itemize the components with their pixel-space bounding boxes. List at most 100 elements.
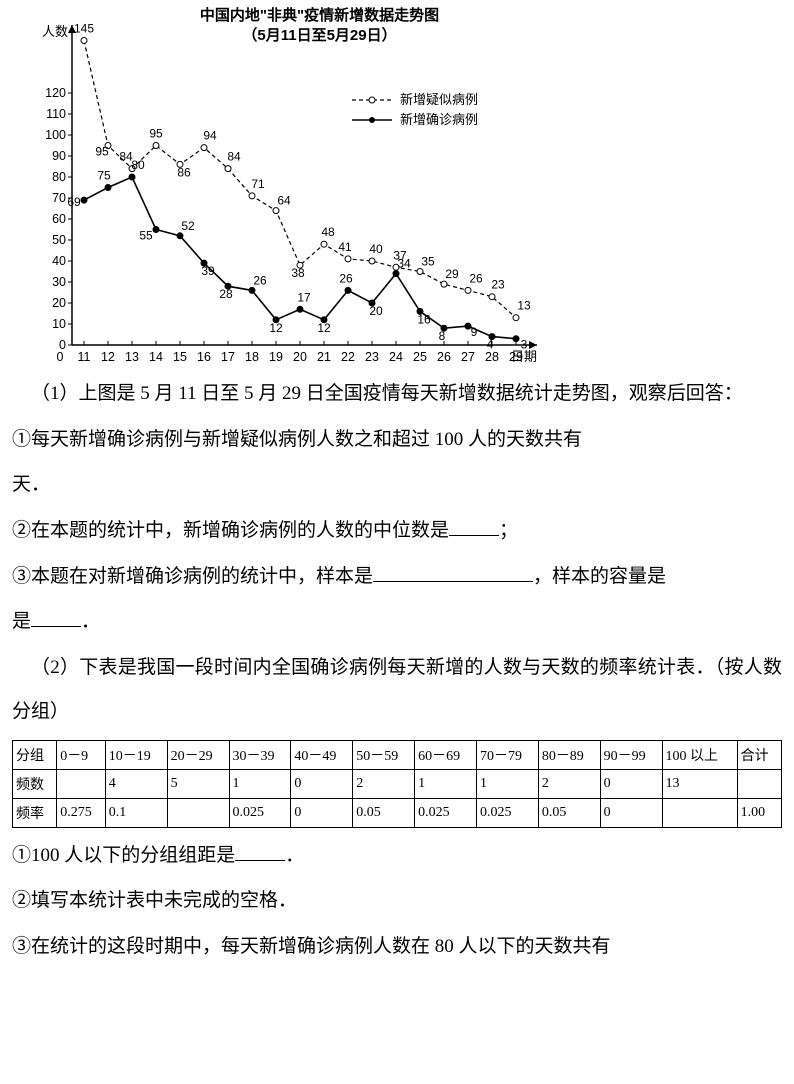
svg-text:145: 145 — [74, 22, 94, 36]
table-cell: 0－9 — [57, 740, 106, 769]
table-row: 频率0.2750.10.02500.050.0250.0250.0501.00 — [13, 798, 782, 827]
q1-3-span: 是 — [12, 611, 31, 632]
svg-text:14: 14 — [149, 350, 163, 364]
svg-text:29: 29 — [445, 267, 459, 281]
svg-text:新增确诊病例: 新增确诊病例 — [400, 112, 478, 127]
svg-text:20: 20 — [52, 296, 66, 310]
table-cell: 频数 — [13, 769, 57, 798]
table-cell: 0.05 — [353, 798, 415, 827]
svg-text:24: 24 — [389, 350, 403, 364]
table-cell: 1 — [476, 769, 538, 798]
svg-text:20: 20 — [369, 304, 383, 318]
svg-text:95: 95 — [149, 127, 163, 141]
q2-1-text-b: ． — [285, 845, 304, 866]
svg-text:22: 22 — [341, 350, 355, 364]
svg-text:35: 35 — [421, 255, 435, 269]
svg-text:13: 13 — [125, 350, 139, 364]
svg-text:69: 69 — [67, 195, 81, 209]
svg-text:28: 28 — [219, 287, 233, 301]
q1-2-text-a: ②在本题的统计中，新增确诊病例的人数的中位数是 — [12, 520, 449, 541]
table-cell: 0 — [600, 798, 662, 827]
svg-text:94: 94 — [203, 129, 217, 143]
table-row: 分组0－910－1920－2930－3940－4950－5960－6970－79… — [13, 740, 782, 769]
svg-text:人数: 人数 — [42, 24, 68, 39]
blank-median — [449, 535, 499, 536]
table-cell: 0 — [291, 798, 353, 827]
table-cell: 2 — [353, 769, 415, 798]
q1-2: ②在本题的统计中，新增确诊病例的人数的中位数是 ； — [12, 509, 782, 553]
table-cell: 0.025 — [229, 798, 291, 827]
svg-text:95: 95 — [95, 145, 109, 159]
table-cell: 13 — [662, 769, 737, 798]
q2-2: ②填写本统计表中未完成的空格． — [12, 879, 782, 923]
q2-1: ①100 人以下的分组组距是． — [12, 834, 782, 878]
q2-3: ③在统计的这段时期中，每天新增确诊病例人数在 80 人以下的天数共有 — [12, 925, 782, 969]
svg-text:70: 70 — [52, 191, 66, 205]
svg-text:0: 0 — [57, 350, 64, 364]
svg-text:26: 26 — [339, 271, 353, 285]
svg-text:84: 84 — [227, 150, 241, 164]
svg-text:19: 19 — [269, 350, 283, 364]
svg-text:中国内地"非典"疫情新增数据走势图: 中国内地"非典"疫情新增数据走势图 — [200, 6, 439, 24]
svg-text:16: 16 — [197, 350, 211, 364]
svg-text:90: 90 — [52, 149, 66, 163]
table-cell: 90－99 — [600, 740, 662, 769]
svg-text:80: 80 — [131, 158, 145, 172]
svg-text:13: 13 — [517, 299, 531, 313]
svg-text:55: 55 — [139, 229, 153, 243]
table-cell: 100 以上 — [662, 740, 737, 769]
svg-text:50: 50 — [52, 233, 66, 247]
table-cell: 5 — [167, 769, 229, 798]
q1-3-text-a: ③本题在对新增确诊病例的统计中，样本是 — [12, 566, 373, 587]
q1-1-text-a: ①每天新增确诊病例与新增疑似病例人数之和超过 100 人的天数共有 — [12, 429, 582, 450]
svg-text:12: 12 — [269, 321, 283, 335]
q1-3-text-b: ，样本的容量是 — [533, 566, 666, 587]
svg-text:新增疑似病例: 新增疑似病例 — [400, 92, 478, 107]
q1-intro: （1）上图是 5 月 11 日至 5 月 29 日全国疫情每天新增数据统计走势图… — [12, 372, 782, 416]
table-cell — [167, 798, 229, 827]
svg-text:27: 27 — [461, 350, 475, 364]
svg-text:28: 28 — [485, 350, 499, 364]
svg-text:86: 86 — [177, 165, 191, 179]
q1-3-text-c: ． — [81, 611, 100, 632]
q1-3: ③本题在对新增确诊病例的统计中，样本是 ，样本的容量是 — [12, 555, 782, 599]
svg-text:12: 12 — [317, 321, 331, 335]
table-cell: 0.275 — [57, 798, 106, 827]
svg-text:120: 120 — [45, 86, 66, 100]
table-cell: 80－89 — [538, 740, 600, 769]
svg-text:60: 60 — [52, 212, 66, 226]
blank-sample — [373, 581, 533, 582]
svg-text:80: 80 — [52, 170, 66, 184]
svg-text:30: 30 — [52, 275, 66, 289]
table-cell: 60－69 — [415, 740, 477, 769]
table-cell: 0.025 — [476, 798, 538, 827]
svg-text:26: 26 — [253, 273, 267, 287]
table-cell: 40－49 — [291, 740, 353, 769]
svg-text:26: 26 — [437, 350, 451, 364]
table-cell — [57, 769, 106, 798]
table-cell: 分组 — [13, 740, 57, 769]
table-cell: 频率 — [13, 798, 57, 827]
svg-text:41: 41 — [338, 240, 352, 254]
table-cell: 50－59 — [353, 740, 415, 769]
svg-text:3: 3 — [521, 338, 528, 352]
q1-2-text-b: ； — [499, 520, 518, 541]
svg-text:8: 8 — [439, 329, 446, 343]
line-chart: 中国内地"非典"疫情新增数据走势图（5月11日至5月29日）0102030405… — [22, 0, 542, 370]
svg-text:18: 18 — [245, 350, 259, 364]
table-row: 频数45102112013 — [13, 769, 782, 798]
table-cell: 2 — [538, 769, 600, 798]
svg-text:11: 11 — [78, 350, 91, 364]
table-cell: 30－39 — [229, 740, 291, 769]
table-cell: 0 — [600, 769, 662, 798]
svg-text:12: 12 — [101, 350, 115, 364]
svg-text:23: 23 — [365, 350, 379, 364]
table-cell: 0 — [291, 769, 353, 798]
svg-text:25: 25 — [413, 350, 427, 364]
svg-text:17: 17 — [221, 350, 235, 364]
svg-text:23: 23 — [491, 278, 505, 292]
frequency-table: 分组0－910－1920－2930－3940－4950－5960－6970－79… — [12, 740, 782, 828]
table-cell: 1 — [229, 769, 291, 798]
svg-text:52: 52 — [181, 219, 195, 233]
table-cell: 70－79 — [476, 740, 538, 769]
